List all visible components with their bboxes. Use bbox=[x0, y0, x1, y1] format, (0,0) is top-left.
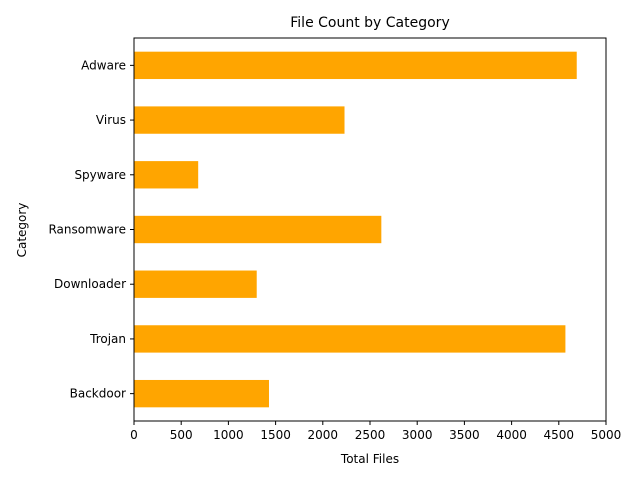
x-tick-label: 0 bbox=[130, 428, 138, 442]
y-tick-label: Trojan bbox=[89, 332, 126, 346]
x-tick-label: 4000 bbox=[496, 428, 527, 442]
bar-downloader bbox=[134, 270, 257, 298]
bar-virus bbox=[134, 106, 345, 134]
x-tick-label: 4500 bbox=[544, 428, 575, 442]
x-tick-label: 3500 bbox=[449, 428, 480, 442]
y-tick-label: Virus bbox=[96, 113, 126, 127]
x-tick-label: 3000 bbox=[402, 428, 433, 442]
x-tick-label: 5000 bbox=[591, 428, 622, 442]
y-tick-label: Ransomware bbox=[48, 223, 126, 237]
y-axis-label: Category bbox=[15, 203, 29, 258]
y-tick-label: Adware bbox=[81, 58, 126, 72]
bar-trojan bbox=[134, 325, 566, 353]
bar-ransomware bbox=[134, 215, 382, 244]
x-tick-label: 1500 bbox=[260, 428, 291, 442]
y-tick-label: Downloader bbox=[54, 277, 126, 291]
y-tick-label: Backdoor bbox=[70, 387, 126, 401]
bar-spyware bbox=[134, 161, 199, 189]
x-ticks: 0 500 1000 1500 2000 2500 3000 3500 4000 4500 5000 bbox=[130, 421, 621, 442]
bar-backdoor bbox=[134, 379, 269, 408]
chart-title: File Count by Category bbox=[290, 15, 449, 31]
x-axis-label: Total Files bbox=[340, 452, 399, 466]
y-tick-label: Spyware bbox=[74, 168, 126, 182]
bar-adware bbox=[134, 51, 577, 80]
x-tick-label: 2000 bbox=[308, 428, 339, 442]
x-tick-label: 2500 bbox=[355, 428, 386, 442]
y-ticks: Backdoor Trojan Downloader Ransomware Spywar… bbox=[48, 58, 134, 401]
x-tick-label: 1000 bbox=[213, 428, 244, 442]
x-tick-label: 500 bbox=[170, 428, 193, 442]
bars-layer bbox=[134, 51, 577, 408]
